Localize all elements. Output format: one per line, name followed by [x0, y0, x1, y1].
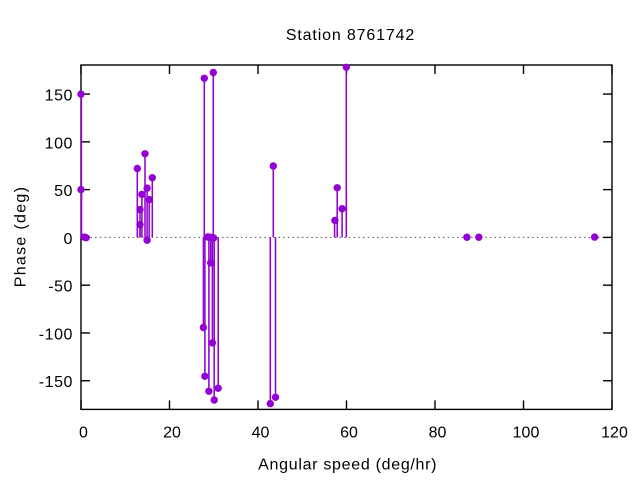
svg-text:60: 60	[340, 425, 358, 442]
svg-text:0: 0	[79, 425, 88, 442]
svg-text:-50: -50	[48, 279, 73, 296]
svg-text:100: 100	[45, 135, 73, 152]
svg-text:50: 50	[54, 183, 73, 200]
svg-text:150: 150	[45, 88, 73, 105]
svg-text:Phase (deg): Phase (deg)	[13, 186, 30, 287]
svg-text:40: 40	[252, 425, 270, 442]
svg-text:100: 100	[513, 425, 540, 442]
svg-text:20: 20	[163, 425, 181, 442]
svg-text:Station 8761742: Station 8761742	[286, 27, 415, 44]
svg-text:0: 0	[64, 231, 73, 248]
svg-text:80: 80	[429, 425, 447, 442]
svg-text:120: 120	[601, 425, 628, 442]
svg-text:-100: -100	[39, 327, 73, 344]
svg-text:Angular speed (deg/hr): Angular speed (deg/hr)	[258, 457, 437, 474]
svg-text:-150: -150	[39, 374, 73, 391]
